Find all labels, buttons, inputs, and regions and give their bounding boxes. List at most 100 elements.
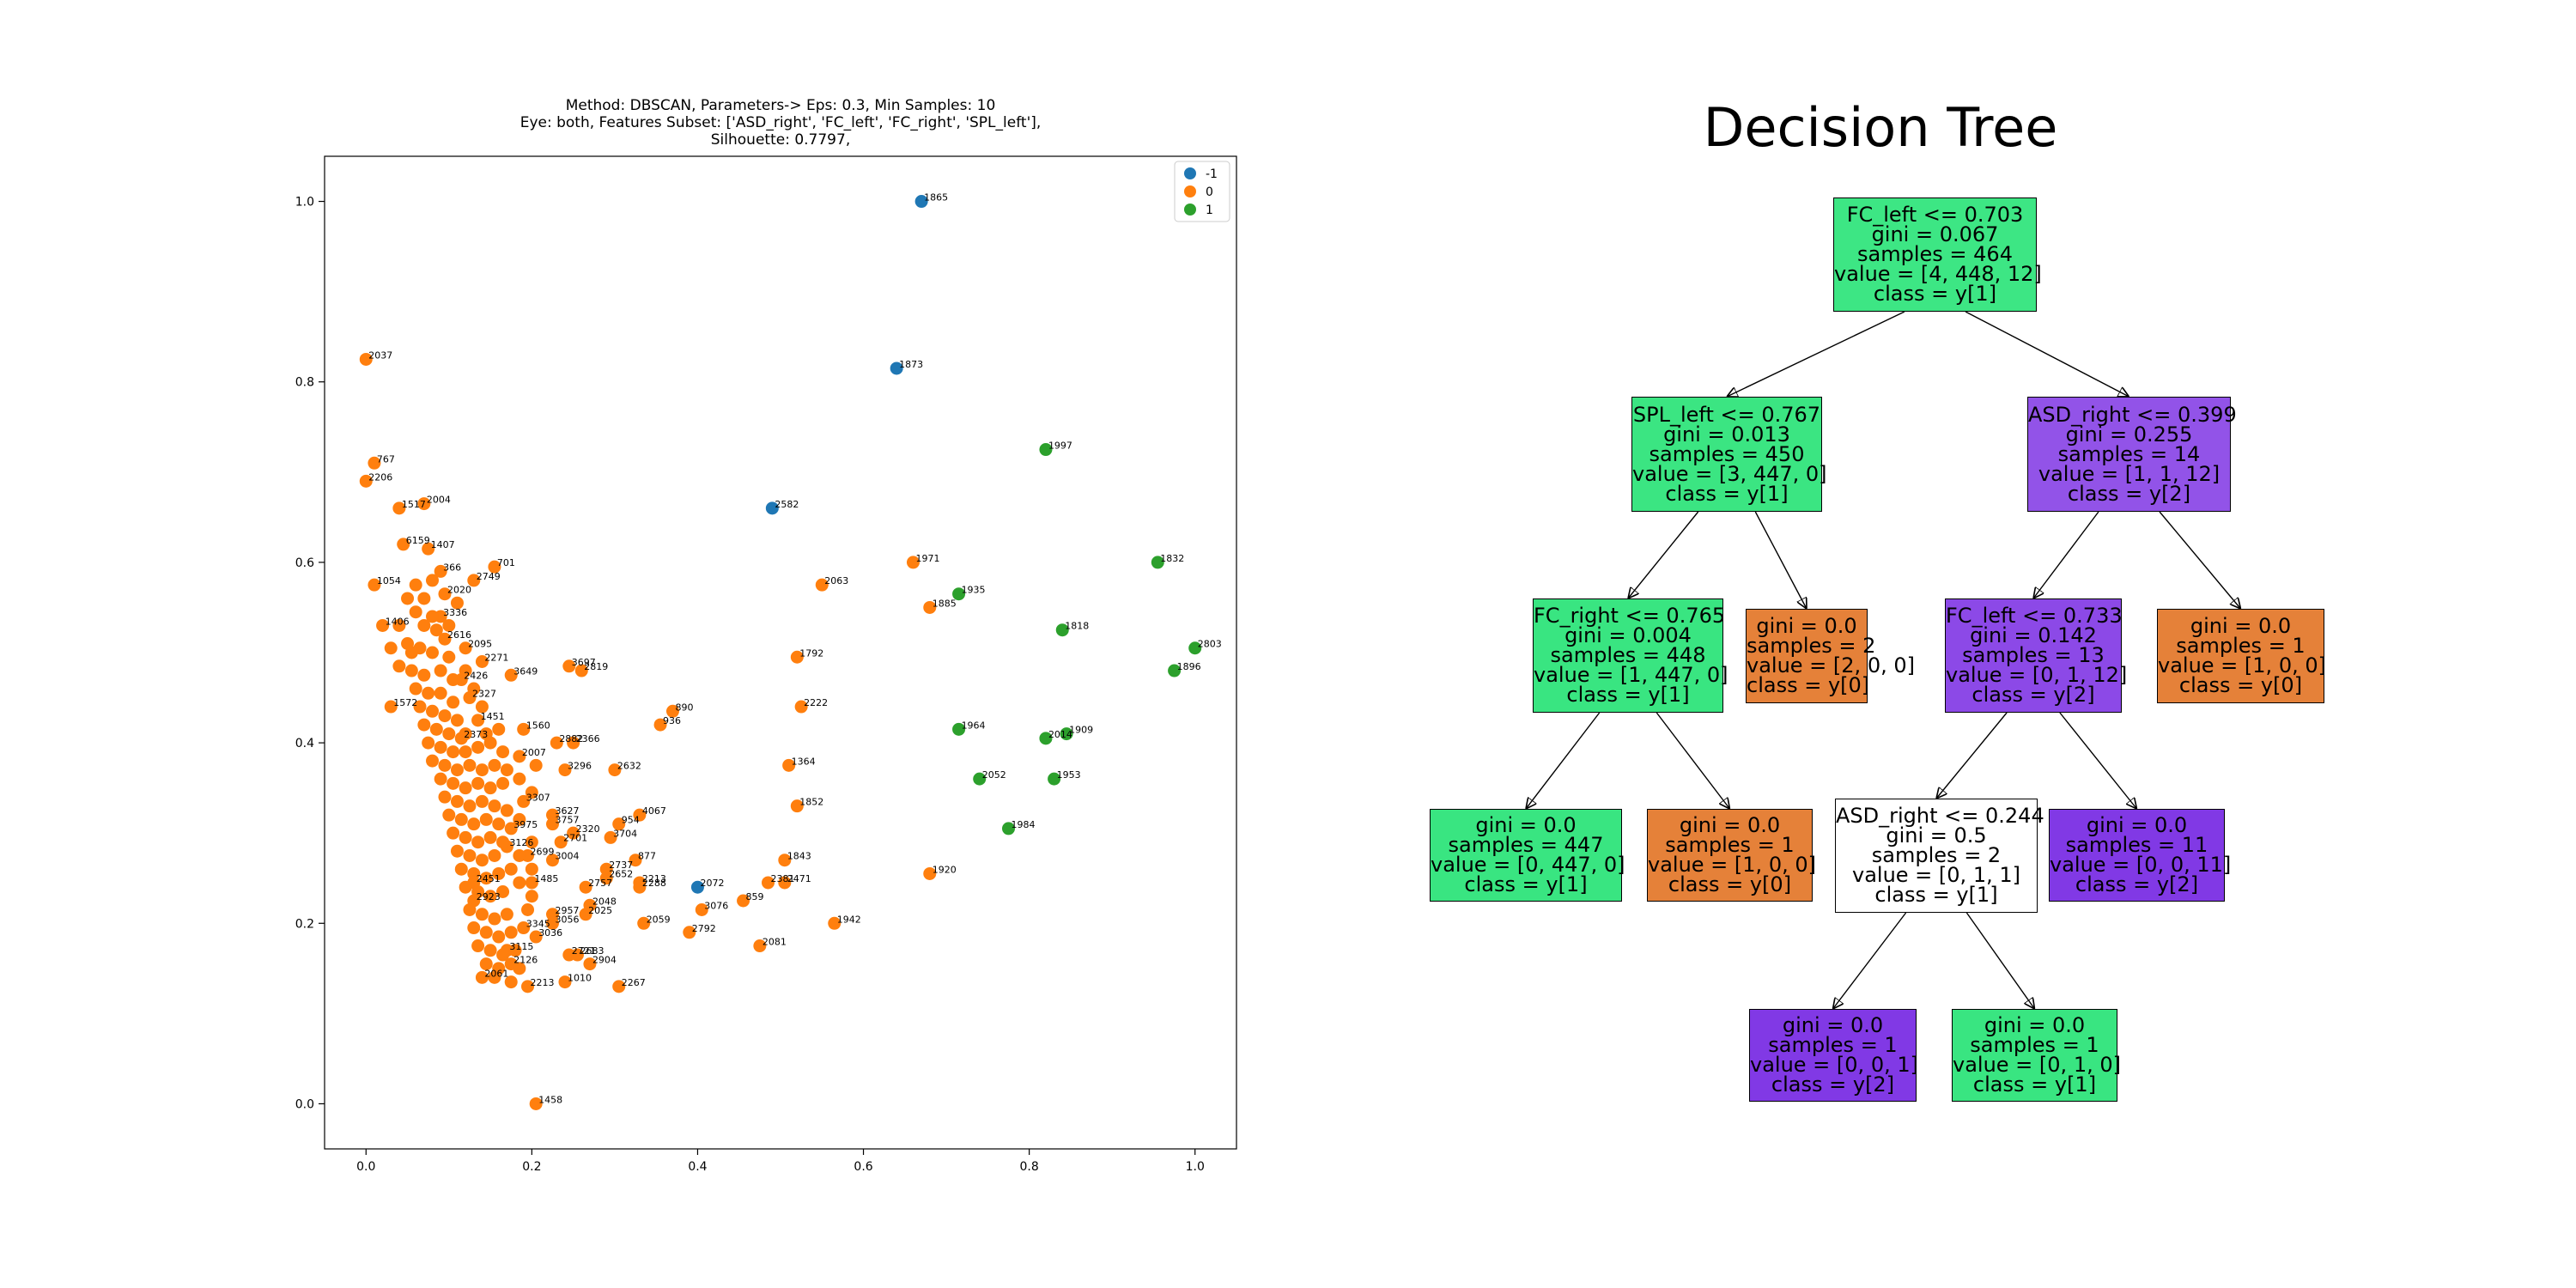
scatter-point xyxy=(579,908,592,921)
scatter-point xyxy=(417,497,431,511)
scatter-point xyxy=(695,903,708,917)
point-label: 3975 xyxy=(513,819,538,830)
point-label: 2373 xyxy=(464,729,488,740)
point-label: 2213 xyxy=(642,873,666,884)
scatter-point xyxy=(368,456,381,470)
scatter-point xyxy=(914,195,928,209)
tree-node-line: class = y[1] xyxy=(1874,883,1998,907)
scatter-point xyxy=(483,890,497,903)
tree-node-line: class = y[1] xyxy=(1566,683,1690,707)
point-label: 2052 xyxy=(982,769,1006,781)
point-label: 1407 xyxy=(431,539,455,550)
scatter-point xyxy=(471,835,485,849)
point-label: 3649 xyxy=(513,665,538,677)
x-tick-label: 0.2 xyxy=(522,1160,541,1174)
scatter-point xyxy=(434,564,447,578)
scatter-point xyxy=(496,948,510,962)
point-label: 2749 xyxy=(477,571,501,582)
point-label: 2025 xyxy=(588,905,612,916)
scatter-point xyxy=(492,930,506,944)
scatter-point xyxy=(471,714,485,727)
scatter-point xyxy=(450,794,464,808)
scatter-point xyxy=(459,745,472,759)
scatter-point xyxy=(690,880,704,894)
scatter-point xyxy=(401,592,415,605)
legend-box xyxy=(1174,161,1230,222)
point-label: 2819 xyxy=(584,661,608,672)
scatter-point xyxy=(492,817,506,831)
scatter-point xyxy=(450,714,464,727)
scatter-title-line: Method: DBSCAN, Parameters-> Eps: 0.3, M… xyxy=(566,97,996,114)
scatter-point xyxy=(604,830,617,844)
scatter-point xyxy=(413,700,427,714)
scatter-point xyxy=(483,830,497,844)
point-label: 2803 xyxy=(1198,639,1222,650)
tree-node-line: samples = 11 xyxy=(2065,833,2208,857)
point-label: 1953 xyxy=(1057,769,1081,781)
point-label: 366 xyxy=(443,562,461,573)
x-axis: 0.0 0.2 0.4 0.6 0.8 1.0 xyxy=(356,1149,1205,1174)
point-label: 2320 xyxy=(576,823,600,835)
point-label: 936 xyxy=(663,715,681,726)
scatter-point xyxy=(612,817,626,831)
scatter-point xyxy=(475,763,489,777)
tree-node-line: class = y[0] xyxy=(1668,872,1792,896)
scatter-point xyxy=(376,618,390,632)
y-tick-label: 0.4 xyxy=(295,737,314,750)
tree-node-line: samples = 450 xyxy=(1649,441,1805,466)
scatter-point xyxy=(392,618,406,632)
point-label: 1935 xyxy=(962,585,986,596)
scatter-point xyxy=(562,659,576,673)
scatter-point xyxy=(442,727,456,741)
point-label: 3757 xyxy=(556,815,580,826)
tree-node-line: samples = 14 xyxy=(2057,441,2201,466)
scatter-point xyxy=(417,718,431,732)
scatter-point xyxy=(463,848,477,862)
scatter-point xyxy=(637,916,651,930)
point-label: 1852 xyxy=(799,797,823,808)
x-tick-label: 0.8 xyxy=(1020,1160,1039,1174)
scatter-point xyxy=(778,854,792,867)
scatter-point xyxy=(447,776,460,790)
tree-node-line: samples = 1 xyxy=(1665,833,1795,857)
point-label: 2683 xyxy=(580,945,604,957)
scatter-point xyxy=(546,908,559,921)
tree-node-line: value = [2, 0, 0] xyxy=(1747,653,1915,677)
tree-node: SPL_left <= 0.767 gini = 0.013 samples = 4… xyxy=(1631,397,1827,512)
point-label: 1818 xyxy=(1065,621,1089,632)
tree-title: Decision Tree xyxy=(1703,96,2058,159)
point-label: 2699 xyxy=(531,846,555,857)
scatter-point xyxy=(504,668,518,682)
scatter-point xyxy=(550,736,563,750)
scatter-point xyxy=(475,908,489,921)
point-label: 1054 xyxy=(377,575,401,586)
scatter-point xyxy=(471,884,485,898)
scatter-point xyxy=(665,704,679,718)
point-label: 2381 xyxy=(771,873,795,884)
scatter-point xyxy=(529,1097,543,1110)
legend-label: 0 xyxy=(1206,185,1213,199)
point-label: 2904 xyxy=(592,955,617,966)
scatter-point xyxy=(599,872,613,885)
scatter-point xyxy=(952,587,966,601)
tree-node-line: value = [1, 1, 12] xyxy=(2038,461,2221,486)
point-label: 2059 xyxy=(647,914,671,925)
scatter-point xyxy=(529,758,543,772)
scatter-point xyxy=(409,605,422,619)
point-label: 2206 xyxy=(368,471,392,483)
tree-node: FC_right <= 0.765 gini = 0.004 samples = 4… xyxy=(1533,598,1728,713)
scatter-point xyxy=(629,854,642,867)
point-label: 2327 xyxy=(472,689,496,700)
tree-node-line: gini = 0.0 xyxy=(2190,614,2292,638)
scatter-point xyxy=(633,880,647,894)
scatter-point xyxy=(426,754,440,768)
scatter-point xyxy=(359,474,373,488)
point-label: 1920 xyxy=(933,864,957,875)
scatter-point xyxy=(475,655,489,669)
tree-node-line: value = [0, 1, 1] xyxy=(1852,863,2020,887)
scatter-point xyxy=(479,957,493,971)
point-label: 2652 xyxy=(609,869,633,880)
scatter-point xyxy=(558,763,572,777)
scatter-point xyxy=(467,574,481,587)
